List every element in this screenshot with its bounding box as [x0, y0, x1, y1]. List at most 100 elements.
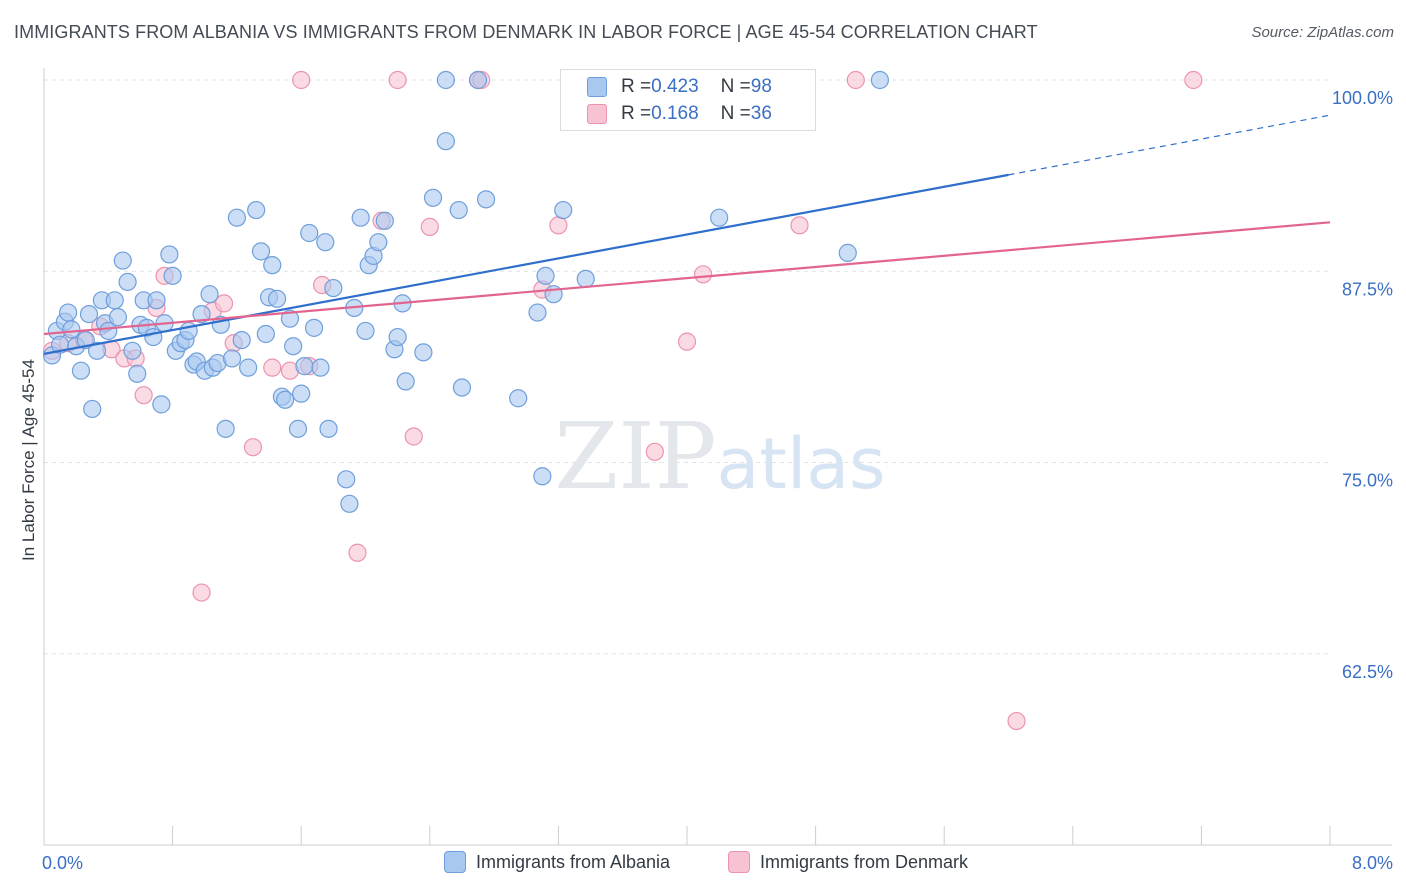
x-tick-label-0: 0.0%: [42, 853, 83, 873]
albania-point-16: [108, 308, 128, 327]
watermark-zip: ZIP: [554, 403, 716, 510]
albania-point-83: [452, 378, 472, 397]
albania-point-38: [200, 285, 219, 304]
watermark-atlas: atlas: [717, 423, 886, 505]
albania-point-80: [423, 188, 443, 207]
albania-point-28: [160, 245, 179, 264]
denmark-trendline: [43, 221, 1331, 336]
albania-point-92: [710, 208, 729, 227]
albania-points: [42, 70, 890, 513]
albania-point-49: [256, 324, 275, 344]
stats-legend: R = 0.423 N = 98 R = 0.168 N = 36: [560, 69, 816, 131]
denmark-point-19: [348, 543, 367, 562]
albania-point-60: [300, 223, 319, 243]
albania-point-93: [838, 243, 857, 262]
albania-trendline-extension: [1008, 114, 1331, 176]
legend-item-denmark[interactable]: Immigrants from Denmark: [728, 851, 968, 873]
stats-row-denmark: R = 0.168 N = 36: [587, 101, 772, 127]
albania-point-11: [87, 341, 107, 360]
albania-trendline: [43, 173, 1009, 355]
denmark-point-29: [1007, 711, 1026, 731]
albania-point-51: [263, 256, 282, 275]
albania-point-96: [468, 70, 488, 90]
albania-point-78: [396, 372, 415, 391]
watermark: ZIPatlas: [554, 403, 885, 510]
albania-point-18: [118, 272, 137, 292]
albania-point-67: [340, 494, 359, 513]
chart-title: IMMIGRANTS FROM ALBANIA VS IMMIGRANTS FR…: [14, 22, 1038, 42]
y-tick-label-3: 62.5%: [1342, 662, 1393, 682]
denmark-point-35: [1184, 70, 1203, 90]
tick-labels: 100.0% 87.5% 75.0% 62.5% 0.0% 8.0%: [42, 88, 1393, 873]
albania-point-69: [351, 208, 370, 227]
albania-point-44: [227, 208, 246, 227]
albania-point-88: [536, 266, 555, 285]
denmark-point-34: [846, 70, 865, 90]
denmark-swatch: [587, 104, 607, 124]
y-tick-label-2: 75.0%: [1342, 471, 1393, 491]
albania-point-61: [304, 318, 324, 337]
albania-point-20: [128, 364, 147, 383]
denmark-n-value: 36: [750, 103, 772, 124]
albania-point-87: [533, 467, 552, 486]
denmark-point-15: [263, 358, 282, 377]
albania-point-17: [113, 251, 132, 270]
albania-point-55: [280, 309, 300, 328]
x-tick-label-1: 8.0%: [1352, 853, 1393, 873]
albania-point-46: [239, 358, 258, 377]
albania-n-label: N =: [720, 76, 751, 97]
albania-point-76: [388, 327, 407, 347]
legend-label-albania: Immigrants from Albania: [476, 851, 671, 872]
denmark-point-28: [790, 216, 809, 235]
albania-point-95: [870, 70, 890, 90]
albania-point-70: [356, 321, 375, 341]
albania-point-42: [216, 419, 235, 438]
albania-point-81: [436, 132, 455, 151]
gridlines: [44, 79, 1330, 655]
albania-point-90: [554, 200, 573, 220]
albania-point-15: [105, 291, 124, 310]
stats-row-albania: R = 0.423 N = 98: [587, 74, 772, 100]
source-credit: Source: ZipAtlas.com: [1251, 24, 1394, 41]
albania-point-25: [147, 291, 166, 310]
albania-point-64: [319, 419, 338, 438]
albania-point-82: [449, 200, 468, 220]
albania-point-94: [436, 70, 455, 90]
albania-point-5: [62, 320, 81, 339]
legend-item-albania[interactable]: Immigrants from Albania: [444, 851, 670, 873]
albania-point-19: [123, 341, 142, 360]
denmark-point-14: [243, 438, 263, 457]
albania-n-value: 98: [750, 76, 772, 97]
denmark-point-7: [134, 386, 153, 405]
albania-point-43: [222, 349, 242, 368]
denmark-r-label: R =: [621, 103, 652, 124]
denmark-n-label: N =: [720, 103, 751, 124]
albania-point-52: [267, 289, 287, 308]
albania-point-47: [247, 200, 266, 220]
albania-point-84: [476, 190, 496, 209]
albania-point-66: [337, 470, 356, 489]
albania-point-58: [292, 384, 311, 403]
denmark-point-26: [677, 332, 697, 351]
albania-r-label: R =: [621, 76, 652, 97]
albania-point-7: [71, 361, 91, 380]
albania-point-54: [276, 390, 295, 409]
albania-point-63: [316, 233, 335, 252]
albania-point-4: [59, 303, 78, 322]
denmark-point-25: [645, 442, 664, 461]
legend-label-denmark: Immigrants from Denmark: [760, 851, 969, 872]
denmark-r-value: 0.168: [651, 103, 699, 124]
y-tick-label-0: 100.0%: [1332, 88, 1393, 108]
axes: [43, 68, 1392, 846]
albania-point-86: [528, 303, 547, 322]
albania-point-26: [152, 395, 171, 414]
albania-point-57: [288, 419, 308, 438]
albania-point-73: [369, 233, 388, 252]
denmark-point-31: [388, 70, 407, 90]
y-axis-label: In Labor Force | Age 45-54: [19, 359, 38, 561]
albania-point-9: [79, 304, 99, 324]
trendlines: [43, 114, 1331, 355]
albania-point-29: [163, 266, 182, 285]
albania-point-48: [251, 242, 271, 261]
